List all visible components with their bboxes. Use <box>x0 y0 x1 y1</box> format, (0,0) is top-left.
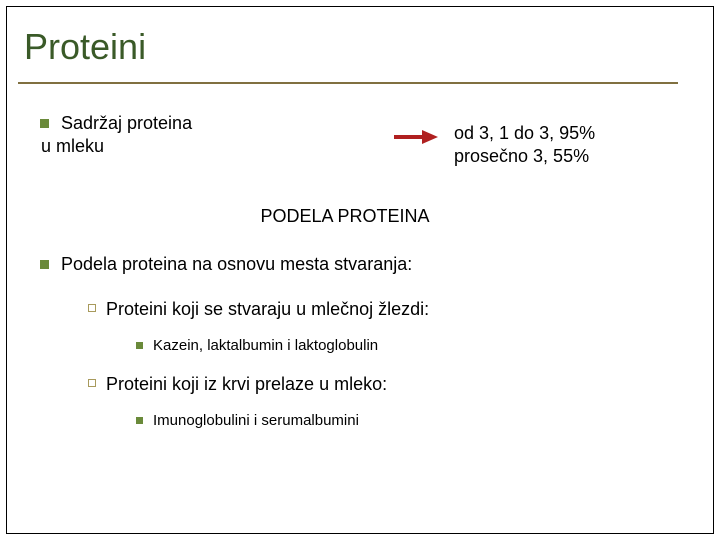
bullet-podela: Podela proteina na osnovu mesta stvaranj… <box>40 253 690 276</box>
bullet-square-small-icon <box>136 342 143 349</box>
protein-range: od 3, 1 do 3, 95% <box>454 122 595 145</box>
bullet-hollow-icon <box>88 379 96 387</box>
sub-bullet-mlecna-zlezda: Proteini koji se stvaraju u mlečnoj žlez… <box>88 298 690 321</box>
title-container: Proteini <box>18 12 678 84</box>
sub1-text: Proteini koji se stvaraju u mlečnoj žlez… <box>106 298 429 321</box>
subsub-kazein: Kazein, laktalbumin i laktoglobulin <box>136 336 690 356</box>
protein-content-line2: u mleku <box>41 135 291 158</box>
protein-content-label: Sadržaj proteina u mleku <box>61 112 291 159</box>
row-protein-content: Sadržaj proteina u mleku od 3, 1 do 3, 9… <box>40 112 690 172</box>
arrow-icon <box>394 130 438 149</box>
section-heading: PODELA PROTEINA <box>40 206 690 227</box>
protein-content-line1: Sadržaj proteina <box>61 112 291 135</box>
protein-content-values: od 3, 1 do 3, 95% prosečno 3, 55% <box>454 122 595 169</box>
slide-title: Proteini <box>24 26 668 68</box>
sub2-item-text: Imunoglobulini i serumalbumini <box>153 411 359 431</box>
bullet-hollow-icon <box>88 304 96 312</box>
bullet-square-icon <box>40 260 49 269</box>
bullet-square-small-icon <box>136 417 143 424</box>
sub-bullet-krv: Proteini koji iz krvi prelaze u mleko: <box>88 373 690 396</box>
bullet-square-icon <box>40 119 49 128</box>
subsub-imunoglobulini: Imunoglobulini i serumalbumini <box>136 411 690 431</box>
podela-text: Podela proteina na osnovu mesta stvaranj… <box>61 253 412 276</box>
content-region: Sadržaj proteina u mleku od 3, 1 do 3, 9… <box>40 112 690 436</box>
protein-average: prosečno 3, 55% <box>454 145 595 168</box>
sub2-text: Proteini koji iz krvi prelaze u mleko: <box>106 373 387 396</box>
sub1-item-text: Kazein, laktalbumin i laktoglobulin <box>153 336 378 356</box>
